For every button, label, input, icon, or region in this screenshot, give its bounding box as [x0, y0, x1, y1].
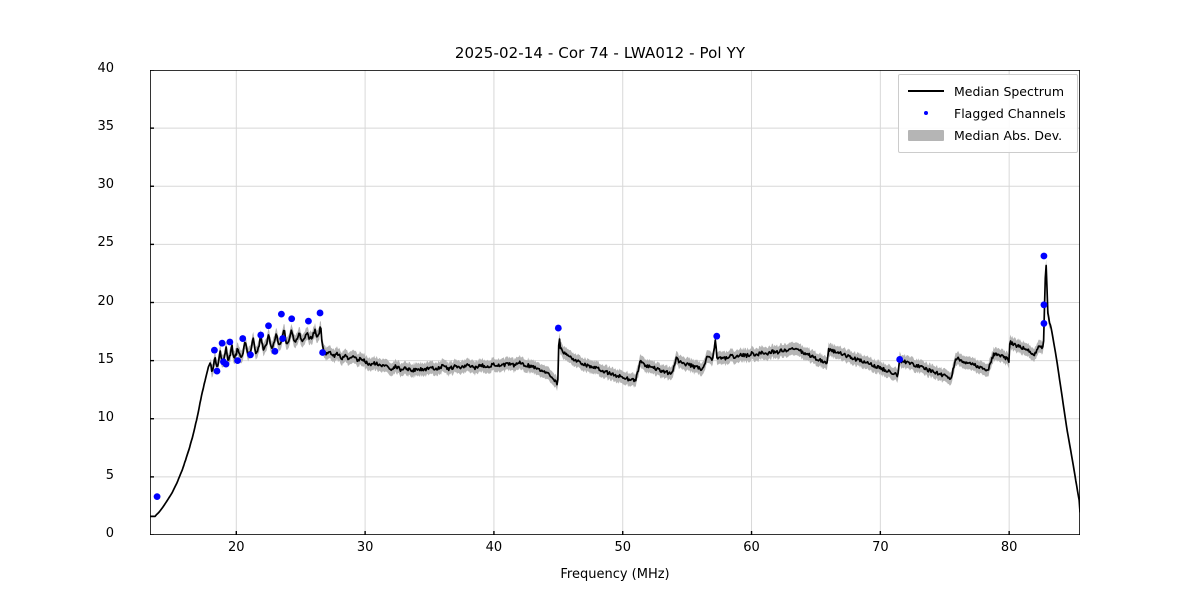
flagged-channel-point — [316, 309, 324, 317]
chart-legend: Median Spectrum Flagged Channels Median … — [898, 74, 1078, 153]
x-tick-label: 50 — [614, 540, 631, 555]
patch-swatch-icon — [906, 128, 946, 142]
flagged-channel-point — [319, 349, 326, 356]
grid-lines — [150, 70, 1080, 535]
legend-item-flagged-channels: Flagged Channels — [906, 102, 1070, 124]
flagged-channel-markers — [153, 252, 1048, 501]
flagged-channel-point — [277, 310, 285, 318]
legend-item-median-spectrum: Median Spectrum — [906, 80, 1070, 102]
legend-label: Median Spectrum — [954, 83, 1065, 99]
x-axis-label: Frequency (MHz) — [560, 567, 670, 582]
flagged-channel-point — [279, 335, 287, 342]
flagged-channel-point — [288, 315, 296, 323]
flagged-channel-point — [257, 331, 265, 339]
x-tick-label: 30 — [356, 540, 374, 555]
flagged-channel-point — [226, 338, 234, 346]
y-tick-label: 0 — [105, 526, 114, 541]
flagged-channel-point — [271, 347, 279, 355]
flagged-channel-point — [218, 339, 226, 347]
flagged-channel-point — [153, 493, 161, 501]
legend-item-median-abs-dev: Median Abs. Dev. — [906, 124, 1070, 146]
dot-swatch-icon — [906, 106, 946, 120]
y-tick-label: 10 — [97, 409, 114, 425]
flagged-channel-point — [896, 356, 904, 363]
flagged-channel-point — [247, 351, 254, 359]
flagged-channel-point — [1040, 252, 1048, 260]
x-tick-label: 80 — [1000, 540, 1018, 555]
x-tick-label: 60 — [743, 540, 760, 555]
flagged-channel-point — [1040, 301, 1048, 309]
flagged-channel-point — [211, 346, 218, 354]
flagged-channel-point — [713, 332, 721, 340]
y-tick-label: 40 — [97, 61, 114, 76]
flagged-channel-point — [1040, 320, 1048, 327]
flagged-channel-point — [265, 322, 272, 330]
median-spectrum-line — [150, 264, 1080, 518]
legend-label: Flagged Channels — [954, 105, 1066, 121]
y-tick-label: 25 — [97, 235, 114, 251]
y-tick-label: 15 — [97, 351, 114, 367]
y-tick-label: 35 — [97, 119, 114, 135]
flagged-channel-point — [305, 317, 312, 325]
x-tick-label: 70 — [872, 540, 889, 555]
flagged-channel-point — [222, 360, 230, 368]
flagged-channel-point — [234, 357, 241, 365]
y-tick-label: 20 — [97, 293, 114, 309]
x-tick-label: 20 — [228, 540, 245, 555]
flagged-channel-point — [239, 335, 247, 342]
line-swatch-icon — [906, 84, 946, 98]
legend-label: Median Abs. Dev. — [954, 127, 1063, 143]
flagged-channel-point — [554, 324, 562, 332]
y-tick-label: 30 — [97, 177, 114, 193]
flagged-channel-point — [213, 367, 221, 375]
x-tick-label: 40 — [485, 540, 503, 555]
page-title: 2025-02-14 - Cor 74 - LWA012 - Pol YY — [454, 44, 746, 62]
y-tick-label: 5 — [105, 467, 114, 483]
